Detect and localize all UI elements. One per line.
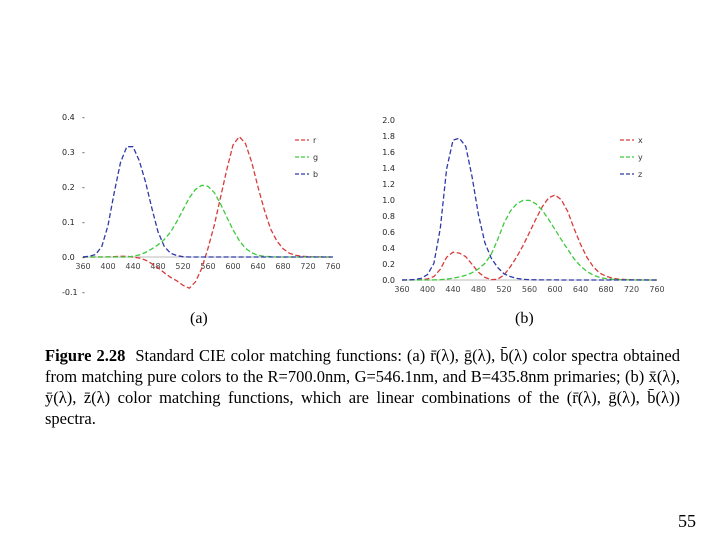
chart-a-y-tick-label: 0.1 [62, 218, 75, 227]
chart-b-x-tick-label: 360 [394, 285, 409, 294]
chart-b-y-tick-label: 2.0 [382, 116, 395, 125]
figure-caption: Figure 2.28 Standard CIE color matching f… [45, 345, 680, 429]
chart-b-series-y [402, 199, 657, 281]
chart-a-y-tick-mark: - [82, 183, 85, 192]
chart-a-x-tick-label: 560 [200, 262, 215, 271]
chart-b-x-tick-label: 480 [471, 285, 486, 294]
chart-b-y-tick-label: 0.8 [382, 212, 395, 221]
chart-b-legend-label-z: z [638, 170, 642, 179]
panel-a-label: (a) [190, 310, 208, 327]
chart-a-y-tick-label: 0.0 [62, 253, 75, 262]
chart-a-series-b [82, 146, 333, 258]
chart-b-series-x [402, 194, 657, 281]
chart-b-legend-label-y: y [638, 153, 643, 162]
chart-a-legend-label-b: b [313, 170, 318, 179]
chart-b-x-tick-label: 760 [649, 285, 664, 294]
chart-a-x-tick-label: 400 [100, 262, 115, 271]
chart-a-x-tick-label: 600 [225, 262, 240, 271]
caption-text: Standard CIE color matching functions: (… [45, 346, 680, 428]
chart-a-y-tick-mark: - [82, 113, 85, 122]
chart-b-x-tick-label: 440 [445, 285, 460, 294]
chart-a-x-tick-label: 680 [275, 262, 290, 271]
chart-a-y-tick-label: 0.2 [62, 183, 75, 192]
chart-a-series-r [83, 135, 333, 289]
chart-a-legend-label-r: r [313, 136, 317, 145]
chart-b-y-tick-label: 0.0 [382, 276, 395, 285]
chart-a-x-tick-label: 480 [150, 262, 165, 271]
chart-a-x-tick-label: 360 [75, 262, 90, 271]
chart-b-x-tick-label: 520 [496, 285, 511, 294]
chart-a-y-tick-label: -0.1 [62, 288, 78, 297]
chart-b-series-z [401, 137, 657, 281]
chart-b-y-tick-label: 0.2 [382, 260, 395, 269]
chart-a-x-tick-label: 520 [175, 262, 190, 271]
chart-b-x-tick-label: 400 [420, 285, 435, 294]
chart-a-x-tick-label: 720 [300, 262, 315, 271]
chart-b-y-tick-label: 1.4 [382, 164, 395, 173]
caption-label: Figure 2.28 [45, 346, 126, 365]
chart-b-y-tick-label: 0.6 [382, 228, 395, 237]
chart-a-legend-label-g: g [313, 153, 318, 162]
chart-a-x-tick-label: 760 [325, 262, 340, 271]
chart-a-y-tick-label: 0.4 [62, 113, 75, 122]
chart-a-y-tick-mark: - [82, 148, 85, 157]
chart-b-x-tick-label: 720 [624, 285, 639, 294]
chart-a-y-tick-mark: - [82, 218, 85, 227]
panel-b-label: (b) [515, 310, 534, 327]
chart-a-y-tick-label: 0.3 [62, 148, 75, 157]
chart-b-x-tick-label: 640 [573, 285, 588, 294]
chart-a-x-tick-label: 440 [125, 262, 140, 271]
chart-b-y-tick-label: 1.2 [382, 180, 395, 189]
chart-b-y-tick-label: 1.0 [382, 196, 395, 205]
chart-b-y-tick-label: 0.4 [382, 244, 395, 253]
chart-a-x-tick-label: 640 [250, 262, 265, 271]
chart-a: 0.4 -0.3 -0.2 -0.1 -0.0 --0.1 -360 400 440 480 520… [62, 113, 341, 297]
chart-a-y-tick-mark: - [82, 288, 85, 297]
chart-b-legend-label-x: x [638, 136, 643, 145]
page-number: 55 [678, 511, 696, 531]
chart-b-x-tick-label: 680 [598, 285, 613, 294]
chart-b-y-tick-label: 1.6 [382, 148, 395, 157]
chart-b-x-tick-label: 560 [522, 285, 537, 294]
chart-b-y-tick-label: 1.8 [382, 132, 395, 141]
chart-b-x-tick-label: 600 [547, 285, 562, 294]
